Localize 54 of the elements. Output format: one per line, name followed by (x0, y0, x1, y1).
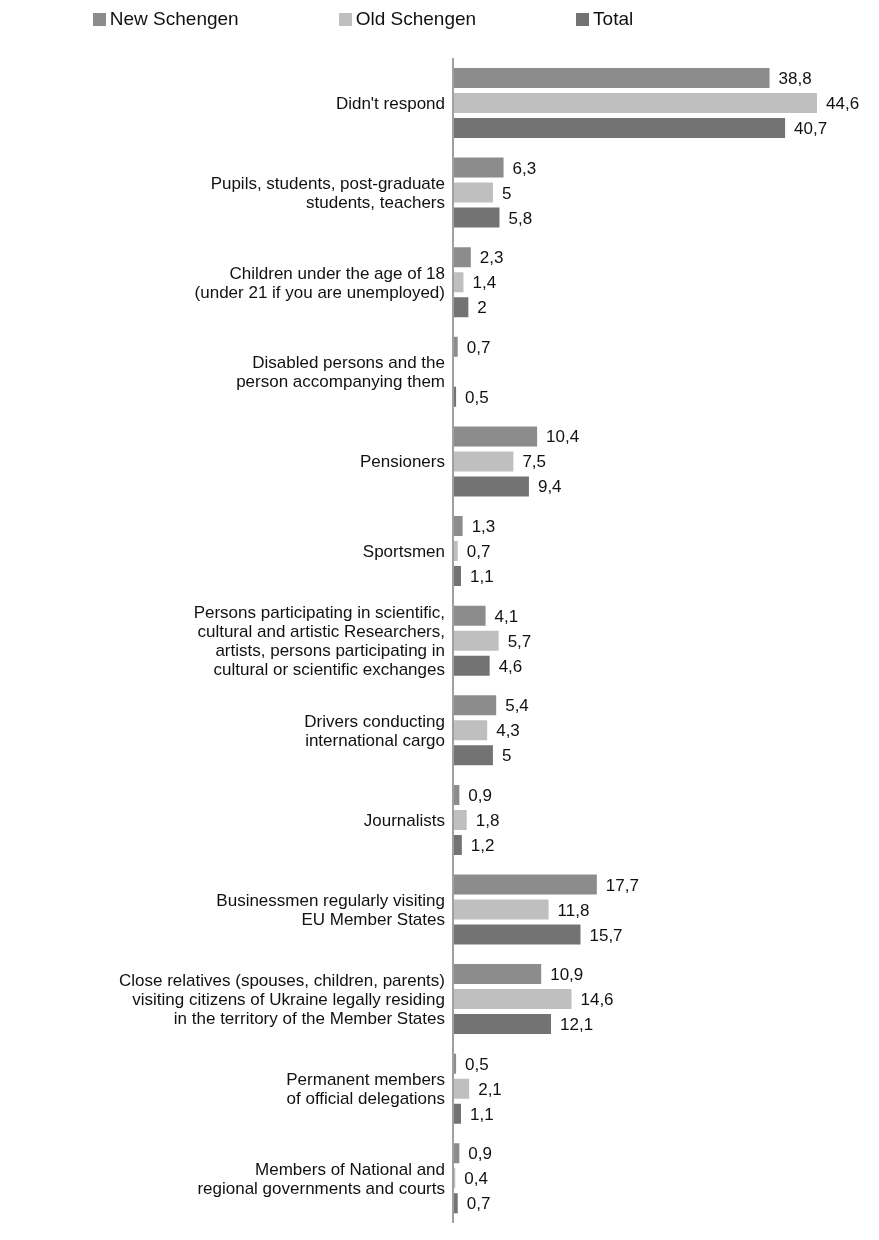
data-label: 1,3 (471, 517, 496, 537)
y-tick-label: Journalists (363, 810, 445, 830)
data-label: 0,5 (465, 387, 489, 407)
data-label: 5 (501, 183, 512, 203)
data-label: 0,7 (466, 1194, 491, 1214)
legend-label: New Schengen (109, 8, 239, 29)
data-label: 11,8 (557, 900, 590, 920)
data-label: 5,4 (505, 696, 529, 716)
data-label: 5 (501, 746, 512, 766)
data-label: 0,9 (468, 785, 493, 805)
data-label: 4,1 (494, 606, 519, 626)
data-label: 6,3 (512, 158, 537, 178)
y-tick-label: Drivers conducting international cargo (304, 711, 445, 750)
data-label: 0,4 (464, 1169, 488, 1189)
y-tick-label: Permanent members of official delegations (286, 1069, 445, 1108)
data-label: 12,1 (560, 1015, 594, 1035)
data-label: 38,8 (778, 69, 812, 88)
data-label: 14,6 (580, 990, 614, 1010)
y-tick-label: Close relatives (spouses, children, parents) visiting citizens of Ukraine legally residing in the territory of the Member States (119, 970, 445, 1028)
data-label: 1,4 (472, 273, 497, 293)
data-label: 0,7 (466, 337, 491, 357)
data-label: 0,9 (468, 1144, 493, 1164)
data-label: 10,9 (550, 965, 584, 985)
data-label: 1,1 (470, 567, 494, 587)
data-label: 1,1 (470, 1104, 494, 1124)
legend-label: Total (593, 8, 634, 29)
y-tick-label: Persons participating in scientific, cultural and artistic Researchers, artists, persons participating in cultural or scientific exchanges (193, 602, 445, 679)
y-tick-label: Businessmen regularly visiting EU Member States (216, 890, 445, 929)
data-label: 2 (477, 298, 487, 318)
data-label: 44,6 (826, 94, 860, 113)
data-label: 17,7 (605, 875, 639, 895)
data-label: 15,7 (589, 925, 623, 945)
data-label: 9,4 (537, 477, 562, 497)
data-label: 5,7 (507, 631, 532, 651)
data-label: 0,5 (465, 1054, 489, 1074)
data-label: 4,3 (496, 721, 520, 741)
data-label: 0,7 (466, 542, 491, 562)
y-tick-label: Sportsmen (362, 541, 445, 561)
data-label: 1,2 (470, 835, 495, 855)
y-tick-label: Children under the age of 18 (under 21 if you are unemployed) (194, 263, 445, 302)
data-label: 5,8 (508, 208, 533, 228)
data-label: 10,4 (546, 427, 580, 447)
data-label: 2,1 (478, 1079, 502, 1099)
y-tick-label: Disabled persons and the person accompanying them (236, 352, 445, 391)
y-tick-label: Didn't respond (335, 93, 445, 113)
legend-label: Old Schengen (355, 8, 477, 29)
data-label: 1,8 (475, 810, 500, 830)
data-label: 7,5 (522, 452, 547, 472)
data-label: 40,7 (794, 119, 828, 138)
y-tick-label: Pupils, students, post-graduate students, teachers (210, 173, 445, 212)
data-label: 2,3 (479, 248, 504, 268)
data-label: 4,6 (498, 656, 523, 676)
y-tick-label: Members of National and regional governments and courts (197, 1159, 445, 1198)
y-tick-label: Pensioners (359, 451, 445, 471)
